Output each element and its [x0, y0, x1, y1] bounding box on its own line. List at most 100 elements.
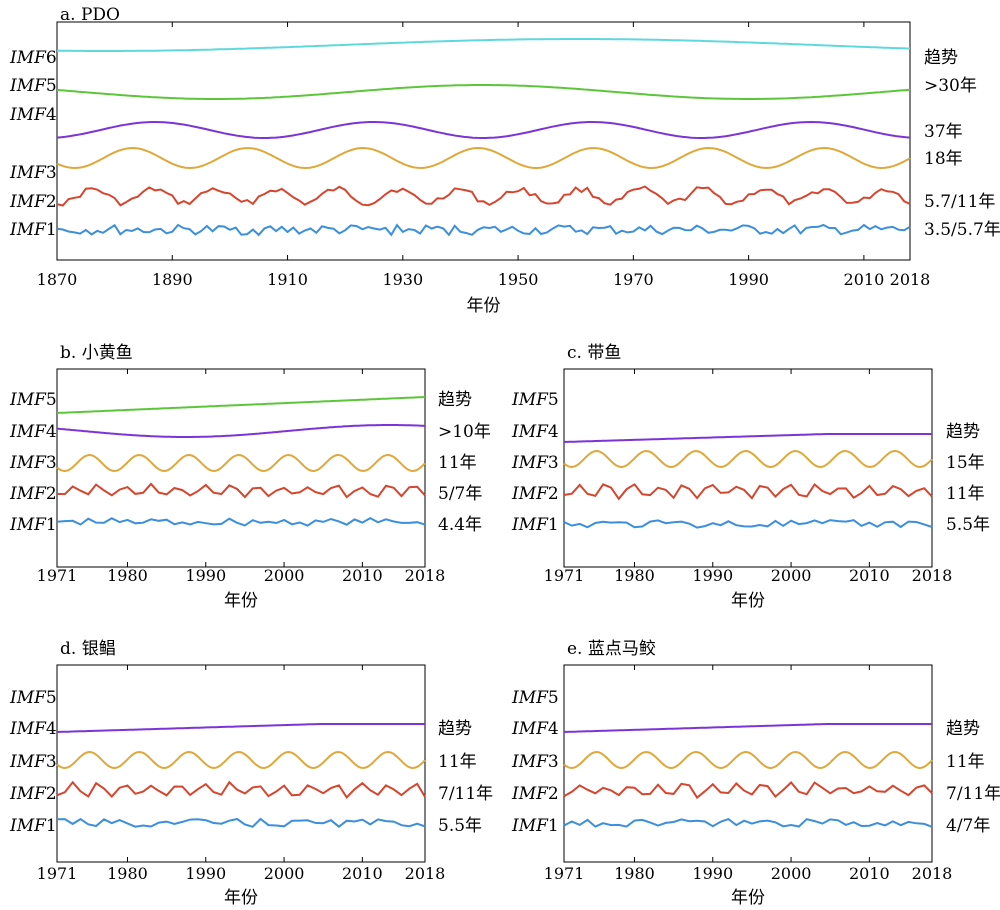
imf-label: IMF3 — [9, 163, 57, 183]
imf-label: IMF2 — [9, 784, 57, 804]
series-line-imf2 — [563, 781, 933, 800]
series-line-imf2 — [56, 185, 911, 207]
x-tick-label: 1990 — [692, 864, 733, 883]
imf-label: IMF3 — [511, 453, 559, 473]
imf-label: IMF4 — [9, 422, 57, 442]
x-tick-label: 1910 — [267, 270, 308, 289]
panel-d: d. 银鲳 1971 1980 1990 2000 2010 2018 年份 IMF5 IMF4 I… — [9, 639, 493, 908]
series-line-imf1 — [56, 516, 426, 527]
series-line-imf3 — [56, 146, 911, 170]
imf-label: IMF4 — [9, 105, 57, 125]
period-label: 18年 — [924, 149, 963, 169]
period-label: 4.4年 — [438, 515, 482, 535]
x-tick-label: 2010 — [844, 270, 885, 289]
period-label: 5.5年 — [438, 816, 482, 836]
series-line-imf4 — [563, 433, 932, 443]
x-tick-label: 1930 — [382, 270, 423, 289]
period-label: 5.7/11年 — [924, 192, 995, 212]
panel-title: c. 带鱼 — [567, 343, 621, 363]
imf-label: IMF1 — [511, 515, 559, 535]
series-line-imf4 — [563, 723, 932, 733]
imf-label: IMF3 — [511, 752, 559, 772]
imf-label: IMF2 — [511, 484, 559, 504]
imf-label: IMF2 — [511, 784, 559, 804]
series-line-imf4 — [56, 723, 425, 733]
imf-label: IMF4 — [9, 719, 57, 739]
x-tick-label: 1971 — [544, 566, 585, 585]
panel-e: e. 蓝点马鲛 1971 1980 1990 2000 2010 2018 年份 IMF5 IMF… — [511, 639, 1000, 908]
panel-b: b. 小黄鱼 1971 1980 1990 2000 2010 2018 年份 IMF5 IMF4… — [9, 343, 491, 611]
x-tick-label: 2010 — [342, 566, 383, 585]
imf-label: IMF3 — [9, 453, 57, 473]
panel-c: c. 带鱼 1971 1980 1990 2000 2010 2018 年份 IMF5 IMF4 I… — [511, 343, 990, 611]
x-tick-label: 2018 — [912, 864, 953, 883]
imf-label: IMF4 — [511, 422, 559, 442]
series-line-imf3 — [563, 750, 933, 770]
x-tick-label: 1870 — [37, 270, 78, 289]
period-label: 趋势 — [946, 719, 980, 739]
imf-label: IMF5 — [9, 76, 57, 96]
x-tick-label: 1980 — [107, 864, 148, 883]
x-tick-label: 2010 — [849, 864, 890, 883]
imf-label: IMF1 — [9, 220, 57, 240]
period-label: 11年 — [438, 453, 477, 473]
x-axis-title: 年份 — [467, 296, 501, 316]
period-label: 5.5年 — [946, 515, 990, 535]
imf-label: IMF5 — [511, 688, 559, 708]
series-line-imf5 — [56, 84, 911, 100]
imf-label: IMF4 — [511, 719, 559, 739]
x-tick-label: 1950 — [498, 270, 539, 289]
imf-label: IMF5 — [9, 390, 57, 410]
x-tick-label: 2010 — [342, 864, 383, 883]
series-line-imf2 — [56, 482, 426, 499]
imf-label: IMF1 — [9, 816, 57, 836]
period-label: >10年 — [438, 422, 491, 442]
imf-label: IMF2 — [9, 192, 57, 212]
imf-label: IMF2 — [9, 484, 57, 504]
x-tick-label: 2010 — [849, 566, 890, 585]
plot-frame — [56, 21, 911, 261]
series-line-imf2 — [56, 780, 426, 800]
x-tick-label: 1980 — [107, 566, 148, 585]
series-line-imf6 — [56, 38, 911, 52]
x-tick-label: 2018 — [405, 566, 446, 585]
x-tick-label: 1990 — [728, 270, 769, 289]
x-axis-title: 年份 — [731, 591, 765, 611]
imf-label: IMF3 — [9, 752, 57, 772]
period-label: 5/7年 — [438, 484, 482, 504]
period-label: 11年 — [438, 752, 477, 772]
series-line-imf2 — [563, 483, 933, 501]
series-line-imf3 — [563, 449, 933, 469]
period-label: 4/7年 — [946, 816, 990, 836]
x-tick-label: 1980 — [614, 864, 655, 883]
x-tick-label: 2018 — [890, 270, 931, 289]
series-line-imf5 — [56, 396, 426, 414]
panel-title: b. 小黄鱼 — [60, 343, 133, 363]
panel-title: a. PDO — [60, 5, 120, 25]
period-label: 趋势 — [946, 422, 980, 442]
series-line-imf1 — [56, 223, 911, 237]
x-tick-label: 2000 — [264, 566, 305, 585]
x-tick-label: 1971 — [37, 566, 78, 585]
x-axis-title: 年份 — [224, 591, 258, 611]
period-label: 趋势 — [924, 48, 958, 68]
imf-label: IMF1 — [9, 515, 57, 535]
imf-label: IMF5 — [9, 688, 57, 708]
series-line-imf4 — [56, 424, 426, 438]
plot-frame — [563, 368, 933, 568]
series-line-imf1 — [563, 817, 933, 828]
x-tick-label: 1971 — [37, 864, 78, 883]
period-label: 11年 — [946, 752, 985, 772]
plot-frame — [56, 664, 426, 863]
x-tick-label: 1970 — [613, 270, 654, 289]
series-line-imf1 — [56, 817, 426, 828]
period-label: 15年 — [946, 453, 985, 473]
x-tick-label: 1990 — [185, 864, 226, 883]
series-line-imf4 — [56, 120, 911, 139]
x-tick-label: 1971 — [544, 864, 585, 883]
imf-label: IMF6 — [9, 48, 57, 68]
plot-frame — [563, 664, 933, 863]
series-line-imf3 — [56, 750, 426, 770]
x-tick-label: 2000 — [264, 864, 305, 883]
